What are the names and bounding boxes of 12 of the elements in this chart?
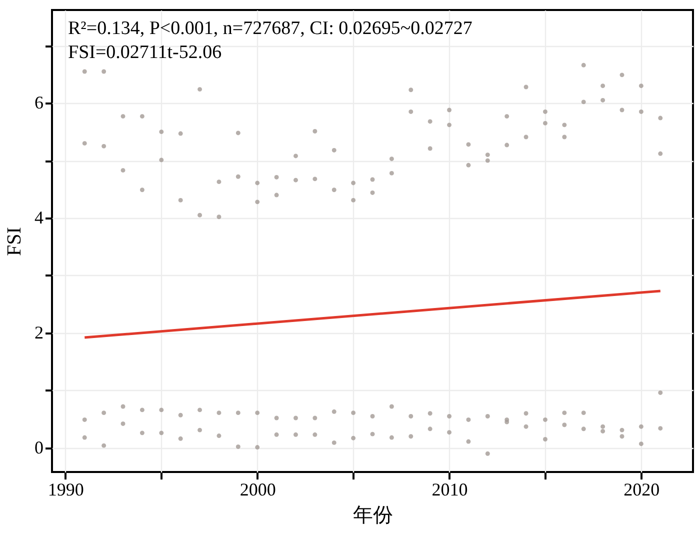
y-tick-label: 6 [34, 92, 44, 113]
annotation: R²=0.134, P<0.001, n=727687, CI: 0.02695~0.02727 [68, 18, 472, 39]
x-axis-title: 年份 [353, 504, 393, 526]
x-tick-label: 2000 [240, 480, 276, 500]
y-tick-label: 4 [34, 208, 44, 228]
x-tick-label: 2010 [432, 480, 468, 500]
x-tick-label: 1990 [48, 480, 84, 500]
y-tick-label: 2 [34, 322, 44, 342]
y-tick-label: 0 [34, 437, 44, 458]
x-tick-label: 2020 [624, 480, 660, 500]
annotation: FSI=0.02711t-52.06 [68, 42, 222, 63]
y-axis-title: FSI [4, 227, 26, 256]
